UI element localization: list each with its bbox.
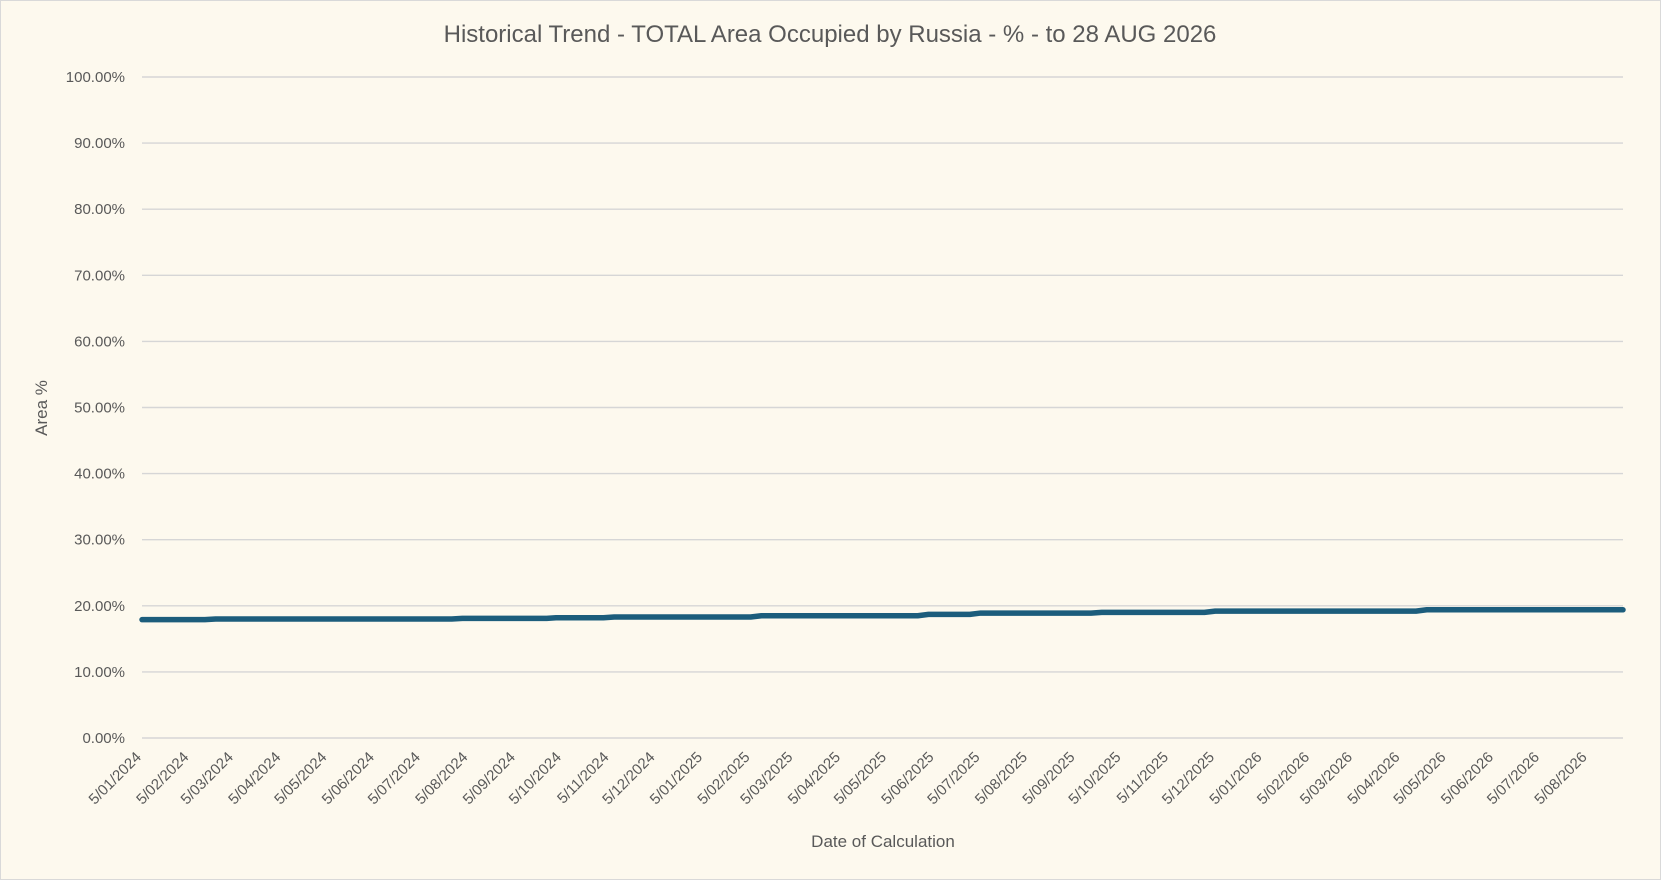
y-tick-label: 100.00% xyxy=(66,69,125,86)
series-line-0 xyxy=(139,607,1626,623)
y-tick-label: 60.00% xyxy=(74,333,125,350)
gridlines xyxy=(142,76,1623,739)
y-tick-label: 90.00% xyxy=(74,135,125,152)
y-tick-label: 10.00% xyxy=(74,664,125,681)
y-axis-title: Area % xyxy=(32,380,51,436)
y-tick-label: 70.00% xyxy=(74,267,125,284)
x-axis-ticks: 5/01/20245/02/20245/03/20245/04/20245/05… xyxy=(86,749,1591,808)
x-axis-title: Date of Calculation xyxy=(811,832,955,851)
y-tick-label: 20.00% xyxy=(74,598,125,615)
y-tick-label: 50.00% xyxy=(74,400,125,417)
chart-title: Historical Trend - TOTAL Area Occupied b… xyxy=(444,21,1217,48)
series-layer xyxy=(139,607,1626,623)
x-tick-label: 5/08/2026 xyxy=(1531,749,1590,808)
y-tick-label: 30.00% xyxy=(74,532,125,549)
y-tick-label: 80.00% xyxy=(74,201,125,218)
y-tick-label: 40.00% xyxy=(74,466,125,483)
y-axis-ticks: 0.00% 10.00% 20.00% 30.00% 40.00% 50.00% 60.00… xyxy=(66,69,125,747)
y-tick-label: 0.00% xyxy=(82,730,125,747)
